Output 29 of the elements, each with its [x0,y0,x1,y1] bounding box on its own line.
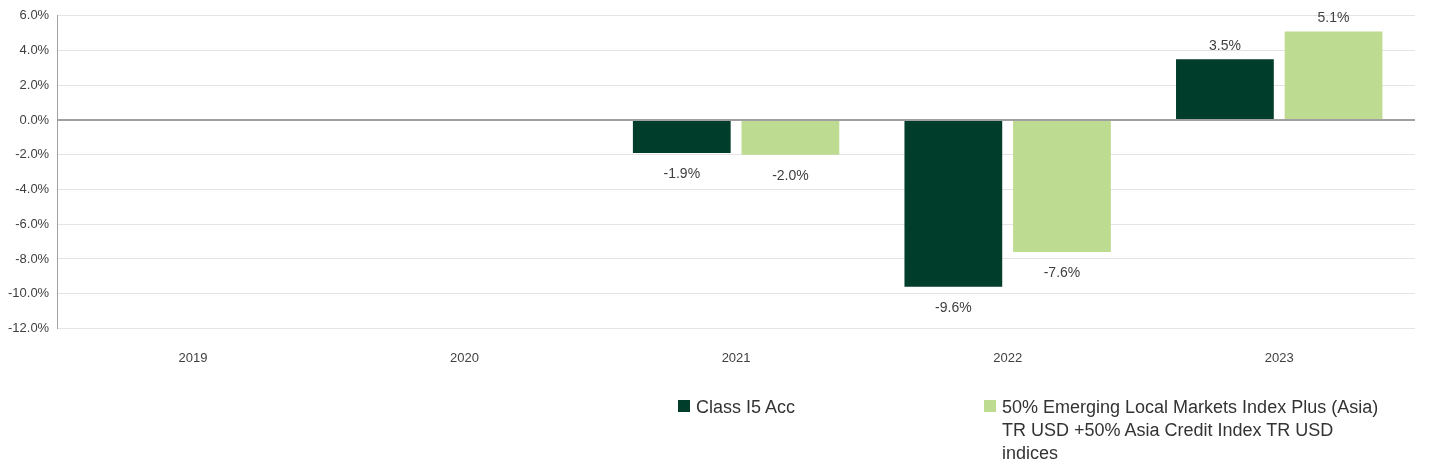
bar [1284,31,1383,119]
bar [904,121,1003,287]
data-label: -2.0% [772,166,809,183]
data-label: -9.6% [935,298,972,315]
bar [1013,121,1111,252]
data-label: -7.6% [1043,263,1081,280]
legend-label: 50% Emerging Local Markets Index Plus (Asia) TR USD +50% Asia Credit Index TR USD indices [1002,396,1380,465]
x-tick-label: 2019 [178,349,208,365]
x-tick-label: 2022 [993,349,1023,365]
bar [632,121,731,153]
data-label: -1.9% [663,164,701,181]
bar [1176,59,1274,119]
legend-label: Class I5 Acc [696,396,796,419]
y-tick-label: 0.0% [19,111,50,127]
y-tick-label: 4.0% [19,42,50,58]
y-tick-label: -12.0% [7,319,50,335]
y-tick-label: 6.0% [19,7,50,23]
y-tick-label: -4.0% [15,181,50,197]
y-tick-label: -8.0% [15,250,50,266]
y-tick-label: -10.0% [7,285,50,301]
x-tick-label: 2023 [1264,349,1294,365]
y-tick-label: 2.0% [19,76,50,92]
data-label: 5.1% [1317,9,1350,26]
y-tick-label: -6.0% [15,215,50,231]
data-label: 3.5% [1208,37,1241,54]
x-tick-label: 2020 [450,349,479,365]
y-tick-label: -2.0% [15,146,50,162]
x-tick-label: 2021 [721,349,751,365]
bar [741,121,840,155]
